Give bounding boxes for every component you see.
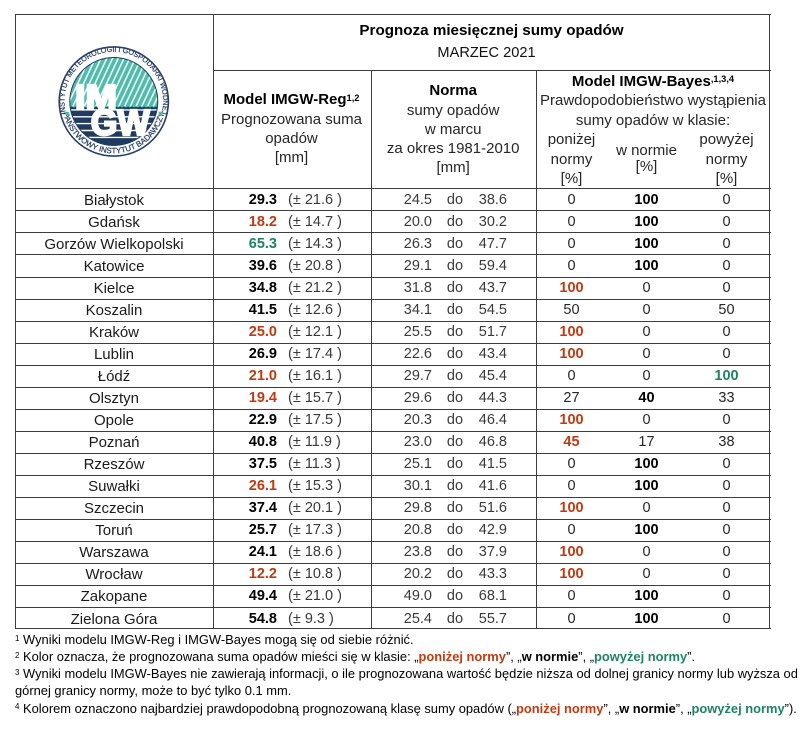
svg-text:IM: IM [75,78,117,116]
svg-text:GW: GW [91,102,150,143]
